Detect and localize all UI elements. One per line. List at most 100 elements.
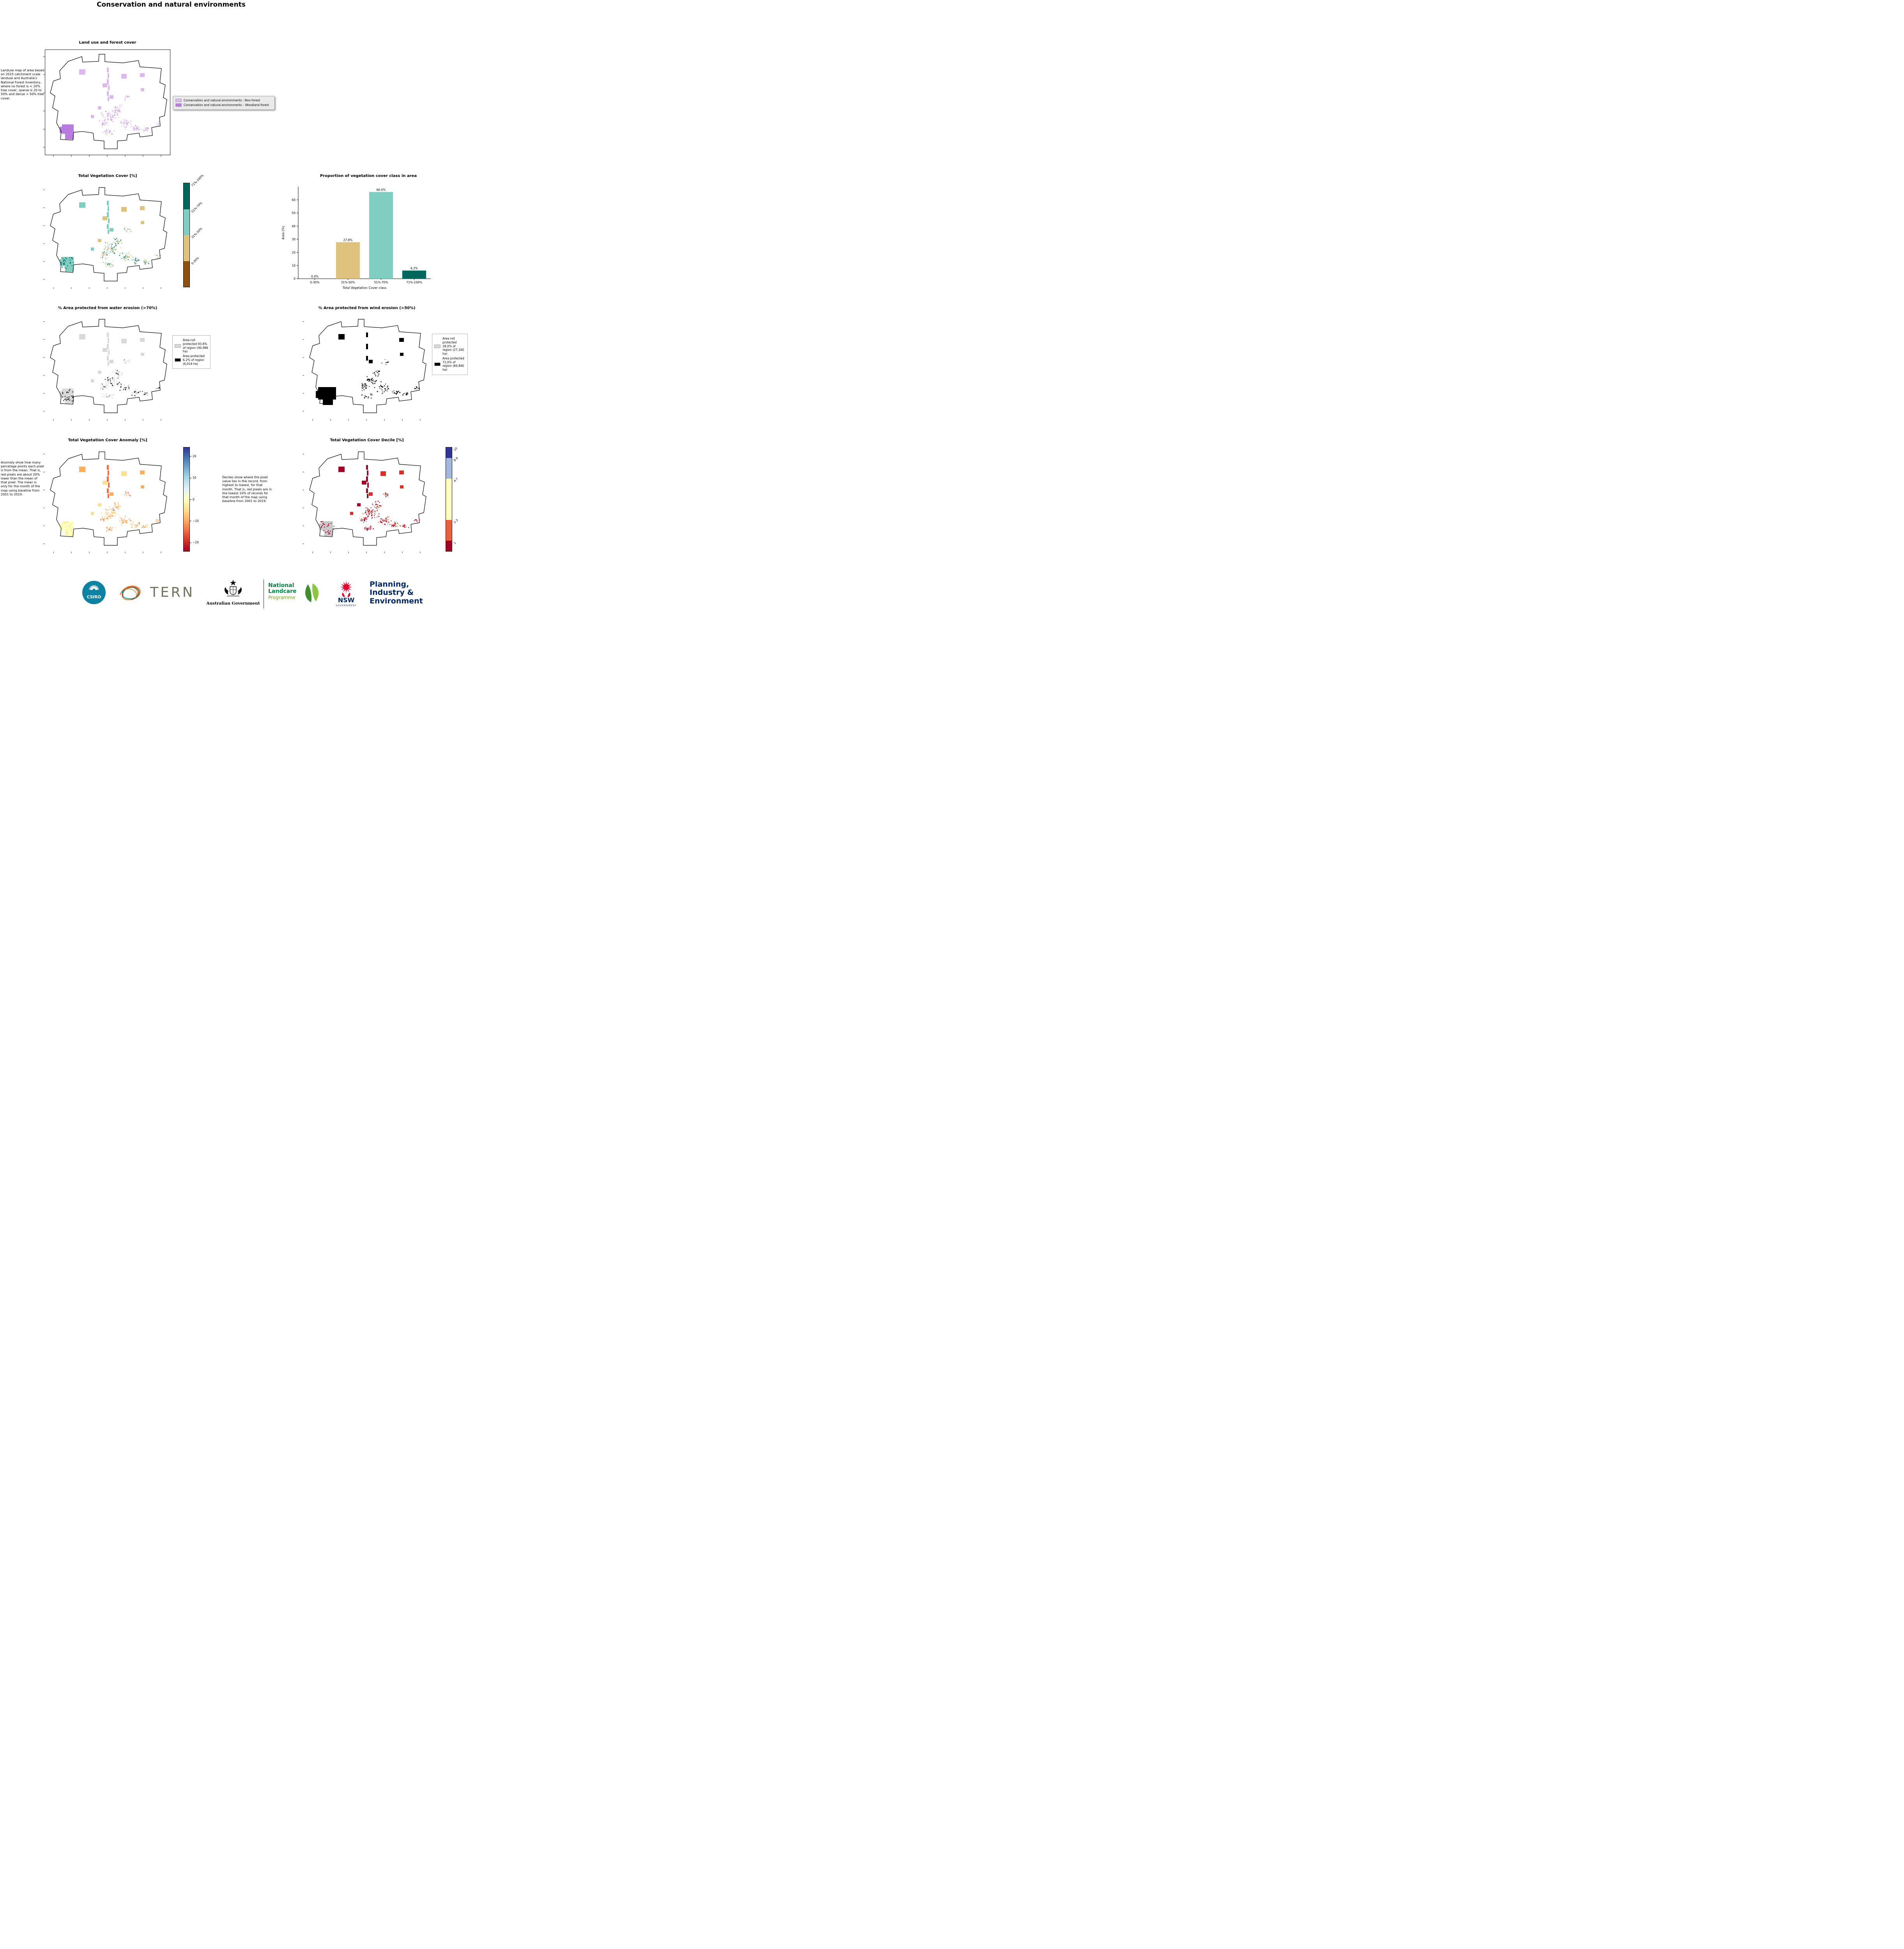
- bar-value-label: 6.2%: [411, 267, 418, 270]
- landcare-line-2: Landcare: [268, 588, 297, 595]
- veg-bar-title: Proportion of vegetation cover class in …: [320, 174, 417, 178]
- colorbar-label: 1: [453, 541, 457, 545]
- veg-cover-map: [43, 187, 167, 289]
- legend-water-entry: Area not protected 93.8% of region (90,9…: [175, 338, 208, 354]
- wind-erosion-legend: Area not protected 28.0% of region (27,1…: [432, 334, 468, 375]
- y-tick-label: 40: [292, 225, 296, 228]
- csiro-logo: CSIRO: [82, 581, 106, 604]
- landcare-line-3: Programme: [268, 594, 296, 600]
- colorbar-segment: [184, 261, 189, 287]
- colorbar-label: 71%-100%: [190, 173, 205, 187]
- y-tick-label: 20: [292, 251, 296, 254]
- landuse-map: [43, 50, 170, 157]
- australian-government-label: Australian Government: [206, 601, 260, 606]
- colorbar-label: 0-30%: [190, 256, 200, 265]
- colorbar-segment: [446, 541, 452, 551]
- anomaly-colorbar: 20 10 0 −10 −20: [183, 447, 199, 552]
- colorbar-tick: [190, 499, 191, 500]
- wind-erosion-title: % Area protected from wind erosion (>50%…: [318, 306, 416, 310]
- legend-label: Area not protected 28.0% of region (27,1…: [442, 337, 464, 355]
- page-title: Conservation and natural environments: [97, 1, 246, 9]
- legend-label: Conservation and natural environments - …: [184, 99, 260, 102]
- legend-swatch: [434, 362, 441, 366]
- colorbar-tick-label: 0: [193, 497, 195, 501]
- csiro-circle-icon: [82, 581, 106, 604]
- waratah-icon: [340, 581, 352, 593]
- veg-cover-bar-chart: 0 10 20 30 40 50 60 0.0% 0-30% 27.8% 31%-50% 66.0% 5…: [281, 187, 431, 290]
- legend-swatch: [434, 344, 441, 348]
- colorbar-label: 8-9: [453, 456, 459, 462]
- decile-colorbar: 10 8-9 4-7 2-3 1: [446, 447, 459, 552]
- colorbar-segment: [446, 458, 452, 479]
- legend-landuse-entry: Conservation and natural environments - …: [175, 99, 272, 103]
- landcare-line-1: National: [268, 582, 294, 589]
- x-tick-label: 51%-70%: [374, 281, 388, 284]
- planning-industry-environment-wordmark: Planning, Industry & Environment: [370, 580, 423, 605]
- y-tick-label: 10: [292, 264, 296, 267]
- legend-wind-entry: Area protected 72.0% of region (69,840 h…: [434, 357, 465, 372]
- tern-wordmark: TERN: [150, 585, 195, 600]
- legend-label: Area not protected 93.8% of region (90,9…: [183, 338, 208, 354]
- anomaly-description: Anomaly show how many percetage points e…: [1, 461, 44, 496]
- planning-line-2: Industry &: [370, 588, 414, 597]
- landuse-description: Landuse map of area based on 2015 catchm…: [1, 69, 44, 100]
- colorbar-label: 31%-50%: [190, 226, 203, 239]
- landcare-leaves-icon: [305, 584, 319, 602]
- landuse-title: Land use and forest cover: [79, 41, 136, 45]
- anomaly-title: Total Vegetation Cover Anomaly [%]: [68, 438, 147, 442]
- tern-australia-scribble-icon: [119, 585, 141, 600]
- veg-cover-title: Total Vegetation Cover [%]: [78, 174, 137, 178]
- y-axis-label: Area (%): [281, 226, 285, 240]
- landuse-legend: Conservation and natural environments - …: [173, 96, 275, 110]
- nsw-government-label: GOVERNMENT: [336, 605, 356, 607]
- legend-swatch: [175, 344, 181, 348]
- nsw-wordmark: NSW: [338, 596, 355, 604]
- legend-swatch: [175, 99, 182, 103]
- colorbar-tick-label: 20: [193, 454, 196, 458]
- x-axis-label: Total Vegetation Cover class: [342, 286, 387, 290]
- colorbar-tick-label: −20: [193, 541, 199, 545]
- legend-swatch: [175, 358, 181, 362]
- waratah-center-icon: [343, 584, 349, 590]
- nsw-government-logo: NSW GOVERNMENT: [336, 581, 356, 607]
- wind-erosion-map: [303, 319, 426, 421]
- decile-description: Deciles show where the pixel value lies …: [222, 476, 272, 503]
- bar-value-label: 66.0%: [377, 188, 386, 191]
- water-erosion-map: [43, 319, 167, 421]
- bar-value-label: 27.8%: [343, 238, 353, 242]
- australian-government-crest-icon: [224, 580, 242, 596]
- legend-swatch: [175, 103, 182, 107]
- legend-wind-entry: Area not protected 28.0% of region (27,1…: [434, 337, 465, 356]
- y-tick-label: 60: [292, 198, 296, 202]
- water-erosion-title: % Area protected from water erosion (>70…: [58, 306, 157, 310]
- legend-label: Area protected 72.0% of region (69,840 h…: [442, 356, 464, 371]
- colorbar-label: 2-3: [453, 518, 459, 524]
- colorbar-segment: [446, 520, 452, 541]
- decile-title: Total Vegetation Cover Decile [%]: [330, 438, 404, 442]
- x-tick-label: 71%-100%: [406, 281, 422, 284]
- legend-label: Area protected 6.2% of region (6,014 ha): [183, 354, 205, 366]
- colorbar-segment: [184, 209, 189, 235]
- waratah-leaf-right-icon: [347, 592, 350, 597]
- y-tick-label: 30: [292, 238, 296, 241]
- national-landcare-wordmark: National Landcare Programme: [268, 582, 297, 600]
- decile-map: [303, 451, 426, 553]
- legend-label: Conservation and natural environments – …: [184, 103, 269, 107]
- colorbar-segment: [446, 478, 452, 520]
- colorbar-segment: [184, 183, 189, 209]
- csiro-starburst-icon: [89, 585, 99, 590]
- veg-cover-colorbar: 71%-100% 51%-70% 31%-50% 0-30%: [183, 173, 204, 287]
- colorbar-tick-label: −10: [193, 519, 199, 523]
- colorbar-label: 10: [453, 446, 458, 452]
- anomaly-map: [43, 451, 167, 553]
- planning-line-1: Planning,: [370, 580, 409, 589]
- colorbar-segment: [184, 235, 189, 261]
- csiro-wordmark: CSIRO: [87, 595, 101, 600]
- colorbar-label: 51%-70%: [190, 201, 203, 214]
- water-erosion-legend: Area not protected 93.8% of region (90,9…: [172, 335, 211, 369]
- planning-line-3: Environment: [370, 596, 423, 605]
- colorbar-segment: [446, 447, 452, 458]
- report-figure: Conservation and natural environments La…: [0, 0, 468, 616]
- x-tick-label: 31%-50%: [341, 281, 355, 284]
- x-tick-label: 0-30%: [310, 281, 319, 284]
